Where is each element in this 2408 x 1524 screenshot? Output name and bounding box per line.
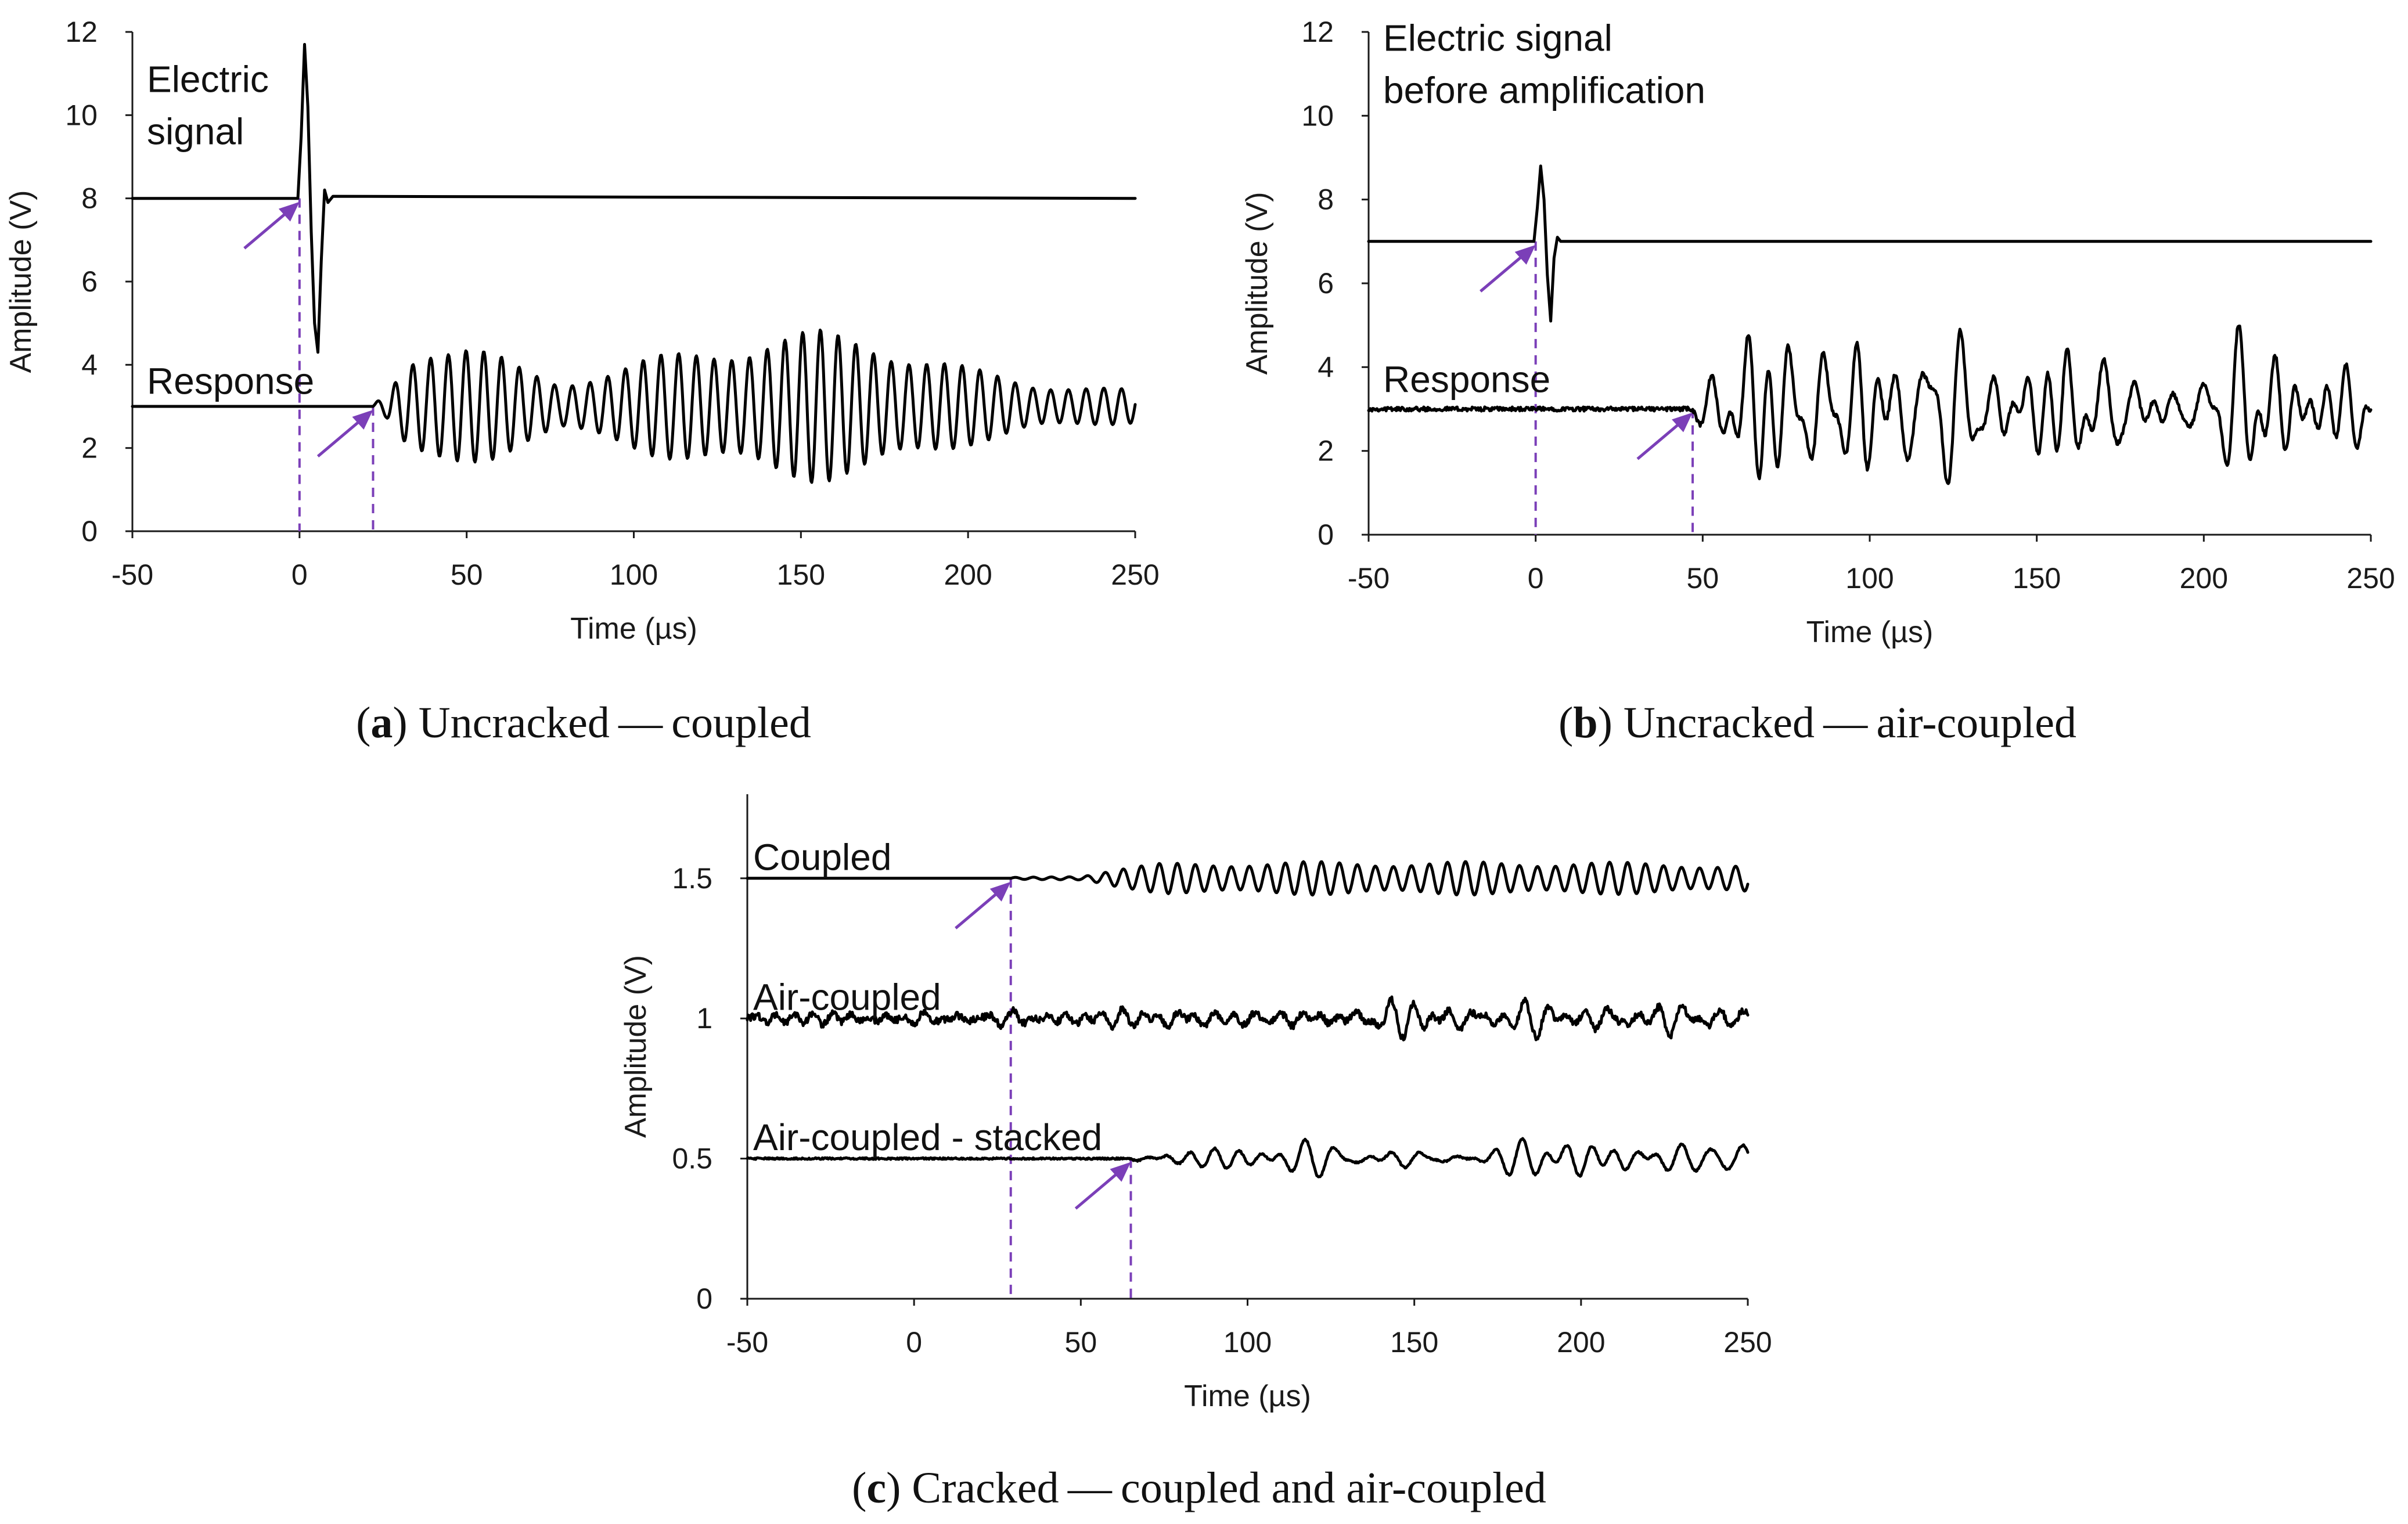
series-line-response: [1367, 325, 2373, 485]
x-tick-label: 0: [291, 559, 308, 591]
series-label: before amplification: [1383, 70, 1705, 111]
x-tick-label: 50: [1687, 562, 1719, 595]
x-tick-label: 0: [906, 1326, 922, 1359]
x-tick-label: 0: [1528, 562, 1544, 595]
series-line-electric-signal-before-amplification: [1367, 164, 2373, 323]
series-line-coupled: [746, 860, 1750, 897]
x-axis-title: Time (µs): [1184, 1379, 1311, 1413]
x-tick-label: 100: [1845, 562, 1894, 595]
panel-caption: (c) Cracked — coupled and air-coupled: [852, 1464, 1546, 1512]
x-tick-label: 200: [944, 559, 992, 591]
y-tick-label: 10: [1301, 99, 1334, 132]
y-tick-label: 1: [696, 1002, 712, 1035]
series-label: Response: [1383, 359, 1550, 401]
series-label: Electric: [147, 59, 269, 100]
onset-arrowhead: [989, 881, 1011, 902]
series-label: Response: [147, 361, 314, 402]
x-tick-label: -50: [1348, 562, 1390, 595]
y-axis-title: Amplitude (V): [4, 190, 38, 373]
series-line-response: [131, 329, 1137, 484]
series-line-electric-signal: [131, 43, 1137, 354]
x-tick-label: 150: [777, 559, 825, 591]
onset-arrowhead: [1514, 244, 1536, 265]
y-axis-title: Amplitude (V): [1240, 192, 1274, 375]
onset-arrowhead: [1110, 1162, 1131, 1182]
x-tick-label: 150: [2013, 562, 2061, 595]
x-tick-label: 100: [1223, 1326, 1272, 1359]
chart-panel-a: -50 0 50 100 150 200 250 0 2 4 6 8 10 12 Time (µs) Ampl…: [4, 16, 1160, 747]
panel-caption: (b) Uncracked — air-coupled: [1558, 698, 2076, 747]
y-tick-label: 10: [65, 99, 98, 131]
y-tick-label: 6: [1318, 267, 1334, 300]
x-tick-label: 250: [1111, 559, 1159, 591]
y-tick-label: 2: [81, 432, 98, 464]
y-tick-label: 0: [1318, 518, 1334, 551]
y-tick-label: 2: [1318, 435, 1334, 467]
series-label: Electric signal: [1383, 17, 1612, 59]
series-line-air-coupled-stacked: [746, 1137, 1750, 1179]
y-tick-label: 12: [1301, 16, 1334, 48]
x-tick-label: 250: [2346, 562, 2395, 595]
y-axis-title: Amplitude (V): [619, 955, 653, 1138]
y-tick-label: 8: [81, 182, 98, 215]
series-label: Air-coupled: [753, 977, 941, 1018]
x-tick-label: 100: [610, 559, 658, 591]
chart-panel-c: -50 0 50 100 150 200 250 0 0.5 1 1.5 Time (µs) Ampli…: [619, 794, 1772, 1512]
chart-panel-b: -50 0 50 100 150 200 250 0 2 4 6 8 10 12 Time (µs) Ampl…: [1240, 16, 2395, 747]
onset-arrowhead: [352, 410, 373, 430]
y-tick-label: 1.5: [672, 862, 712, 895]
y-tick-label: 6: [81, 265, 98, 298]
y-tick-label: 8: [1318, 183, 1334, 216]
x-tick-label: 200: [1557, 1326, 1605, 1359]
series-line-air-coupled: [746, 995, 1750, 1042]
x-tick-label: -50: [726, 1326, 768, 1359]
x-tick-label: -50: [111, 559, 153, 591]
series-label: Coupled: [753, 836, 891, 878]
series-label: signal: [147, 111, 244, 153]
y-tick-label: 4: [81, 348, 98, 381]
y-tick-label: 4: [1318, 351, 1334, 383]
x-axis-title: Time (µs): [570, 612, 697, 646]
x-tick-label: 50: [451, 559, 483, 591]
series-label: Air-coupled - stacked: [753, 1116, 1102, 1158]
panel-caption: (a) Uncracked — coupled: [356, 698, 811, 747]
y-tick-label: 12: [65, 16, 98, 48]
y-tick-label: 0: [81, 515, 98, 547]
x-tick-label: 50: [1065, 1326, 1097, 1359]
x-axis-title: Time (µs): [1806, 615, 1934, 649]
x-tick-label: 200: [2180, 562, 2228, 595]
x-tick-label: 250: [1723, 1326, 1772, 1359]
onset-arrowhead: [1672, 412, 1693, 433]
y-tick-label: 0.5: [672, 1143, 712, 1175]
y-tick-label: 0: [696, 1282, 712, 1315]
x-tick-label: 150: [1390, 1326, 1438, 1359]
onset-arrowhead: [278, 201, 300, 222]
